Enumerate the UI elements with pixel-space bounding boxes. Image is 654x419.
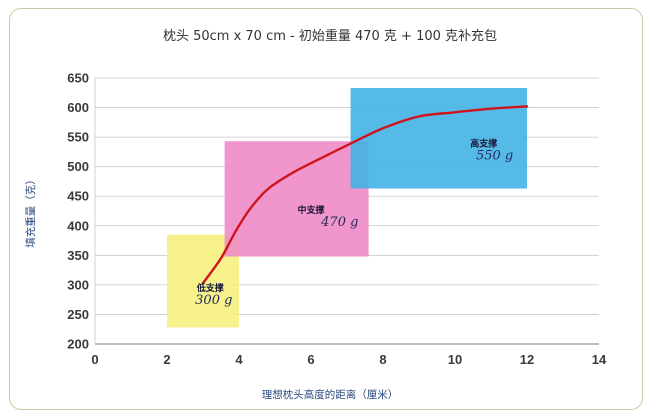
x-tick-4: 4 [235,352,243,367]
y-tick-200: 200 [67,337,89,352]
x-tick-0: 0 [91,352,98,367]
x-tick-12: 12 [520,352,534,367]
y-tick-labels: 200 250 300 350 400 450 500 550 600 650 [67,71,89,352]
y-tick-350: 350 [67,248,89,263]
y-tick-550: 550 [67,130,89,145]
y-tick-600: 600 [67,100,89,115]
series-layer [201,105,529,285]
x-tick-6: 6 [307,352,314,367]
zone-box-1 [224,141,369,257]
y-tick-300: 300 [67,277,89,292]
y-tick-250: 250 [67,307,89,322]
x-tick-labels: 0 2 4 6 8 10 12 14 [91,352,607,367]
y-tick-450: 450 [67,189,89,204]
zone-label-0: 低支撑 [196,282,224,294]
y-tick-650: 650 [67,71,89,86]
zone-weight-1: 470 g [320,215,358,230]
y-axis-label: 填充重量（克） [24,174,37,248]
zone-weight-2: 550 g [476,149,513,164]
y-tick-500: 500 [67,159,89,174]
zone-label-1: 中支撑 [297,204,324,216]
y-tick-400: 400 [67,218,89,233]
x-tick-2: 2 [163,352,170,367]
x-axis-label: 理想枕头高度的距离（厘米） [262,388,399,401]
zone-label-2: 高支撑 [470,138,497,150]
x-tick-14: 14 [592,352,607,367]
zone-box-2 [350,88,527,189]
chart-title: 枕头 50cm x 70 cm - 初始重量 470 克 + 100 克补充包 [163,28,497,44]
series-line-0 [201,105,529,285]
x-tick-10: 10 [448,352,462,367]
zone-weight-0: 300 g [195,293,232,308]
x-tick-8: 8 [379,352,386,367]
